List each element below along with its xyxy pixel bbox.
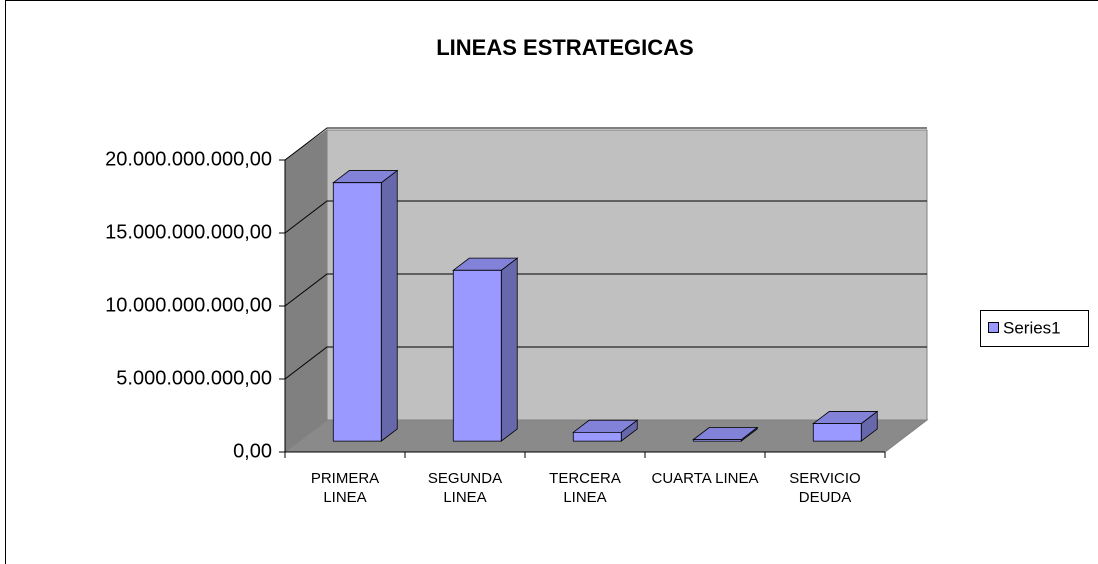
bar [692, 426, 759, 442]
y-tick-label: 0,00 [233, 440, 272, 462]
chart-title: LINEAS ESTRATEGICAS [436, 35, 694, 60]
bar-front [572, 431, 622, 442]
bar-front [332, 182, 382, 442]
grid-line [284, 273, 927, 307]
y-tick-label: 15.000.000.000,00 [105, 221, 272, 243]
y-tick-label: 5.000.000.000,00 [116, 367, 272, 389]
grid-line [284, 200, 927, 234]
x-tick-label: PRIMERA LINEA [310, 470, 380, 506]
side-wall [284, 129, 328, 454]
grid-line [284, 127, 927, 161]
x-tick-label: SEGUNDA LINEA [427, 470, 503, 506]
bar [452, 257, 519, 442]
x-tick-label: CUARTA LINEA [651, 470, 759, 487]
legend-label: Series1 [1003, 318, 1061, 337]
bar [812, 410, 879, 442]
x-tick-label: TERCERA LINEA [549, 470, 621, 506]
y-tick-label: 20.000.000.000,00 [105, 148, 272, 170]
bar-side [500, 257, 518, 442]
back-wall [326, 129, 928, 421]
legend-swatch [988, 322, 999, 333]
bar-front [812, 423, 862, 442]
y-tick-label: 10.000.000.000,00 [105, 294, 272, 316]
x-tick-label: SERVICIO DEUDA [789, 470, 861, 506]
bar-side [380, 169, 398, 442]
bar [572, 419, 639, 442]
bar-front [452, 269, 502, 442]
bar [332, 169, 399, 442]
grid-line [284, 346, 927, 380]
bar-front [692, 439, 742, 442]
